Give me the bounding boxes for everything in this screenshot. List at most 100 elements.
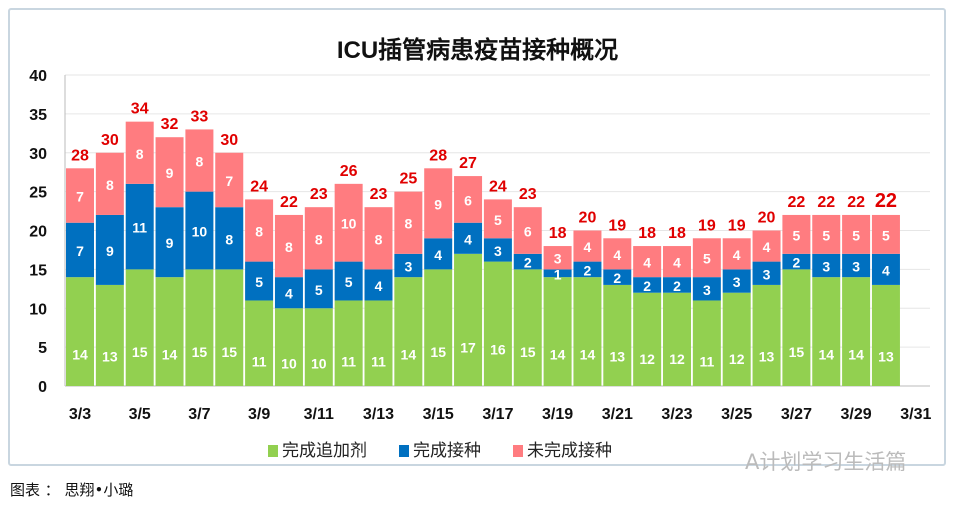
x-tick-label: 3/7 [188,406,210,423]
segment-label: 4 [882,262,890,278]
segment-label: 3 [822,258,830,274]
total-label: 24 [250,178,268,195]
segment-label: 4 [464,231,472,247]
bar-segment [782,253,811,270]
segment-label: 2 [673,278,681,294]
bar-segment [483,238,512,262]
chart-title: ICU插管病患疫苗接种概况 [336,37,619,64]
bar-segment [633,292,662,386]
segment-label: 6 [464,192,472,208]
total-label: 18 [638,225,656,242]
segment-label: 4 [375,278,383,294]
y-tick-label: 10 [29,301,47,318]
bar-segment [842,277,871,386]
segment-label: 4 [613,247,621,263]
legend-label: 完成接种 [413,441,481,460]
bar-segment [334,300,363,386]
segment-label: 4 [733,247,741,263]
segment-label: 4 [673,255,681,271]
segment-label: 5 [852,227,860,243]
segment-label: 5 [793,227,801,243]
segment-label: 8 [255,224,263,240]
x-tick-label: 3/13 [363,406,394,423]
segment-label: 15 [520,344,536,360]
segment-label: 10 [311,356,327,372]
bar-segment [424,168,453,239]
total-label: 23 [519,186,537,203]
total-label: 30 [101,132,119,149]
segment-label: 3 [554,251,562,267]
bar-segment [125,183,154,270]
segment-label: 15 [430,344,446,360]
footer-credit: 图表 ： 思翔•小璐 [10,481,134,499]
bar-segment [334,261,363,301]
segment-label: 11 [371,353,386,369]
bar-segment [215,269,244,386]
bar-segment [66,222,94,278]
bar-segment [364,207,393,270]
bar-segment [633,277,662,293]
total-label: 30 [220,132,238,149]
segment-label: 3 [494,243,502,259]
x-tick-label: 3/25 [721,406,752,423]
total-label: 27 [459,155,477,172]
bar-segment [454,222,483,254]
total-label: 33 [191,108,209,125]
total-label: 18 [549,225,567,242]
bar-segment [782,269,811,386]
total-label: 22 [788,194,806,211]
segment-label: 3 [404,258,412,274]
segment-label: 2 [793,255,801,271]
legend: 完成追加剂 完成接种 未完成接种 [268,436,612,461]
total-label: 34 [131,101,149,118]
bar-segment [274,214,303,278]
y-tick-label: 0 [38,379,47,396]
segment-label: 4 [584,239,592,255]
bar-segment [304,269,333,309]
segment-label: 1 [554,266,562,282]
x-tick-label: 3/21 [602,406,633,423]
bar-segment [543,277,572,386]
segment-label: 14 [72,346,88,362]
segment-label: 15 [789,344,805,360]
bar-segment [394,277,423,386]
bar-segment [245,199,274,262]
y-tick-label: 35 [29,107,47,124]
bar-segment [155,137,184,208]
bar-segment [215,152,244,208]
y-tick-label: 25 [29,185,47,202]
bar-segment [782,214,811,254]
total-label: 22 [280,194,298,211]
bar-segment [95,214,124,285]
bar-segment [812,277,841,386]
bar-segment [483,199,512,239]
segment-label: 4 [763,239,771,255]
segment-label: 7 [76,243,84,259]
y-tick-label: 20 [29,224,47,241]
total-label: 32 [161,116,179,133]
total-label: 28 [429,147,447,164]
segment-label: 13 [759,349,775,365]
bar-segment [871,253,900,285]
segment-label: 14 [401,346,417,362]
total-label: 25 [399,171,417,188]
x-tick-label: 3/31 [900,406,931,423]
x-tick-label: 3/3 [69,406,91,423]
segment-label: 10 [192,224,208,240]
x-tick-label: 3/17 [482,406,513,423]
legend-item-booster: 完成追加剂 [268,436,367,461]
segment-label: 9 [434,196,442,212]
bar-segment [752,284,781,386]
segment-label: 12 [729,351,745,367]
segment-label: 3 [733,274,741,290]
segment-label: 11 [252,353,267,369]
segment-label: 8 [404,216,412,232]
segment-label: 8 [315,231,323,247]
segment-label: 8 [136,146,144,162]
segment-label: 13 [878,349,894,365]
bar-segment [95,284,124,386]
bar-segment [304,308,333,386]
segment-label: 5 [345,274,353,290]
bar-segment [573,230,602,262]
